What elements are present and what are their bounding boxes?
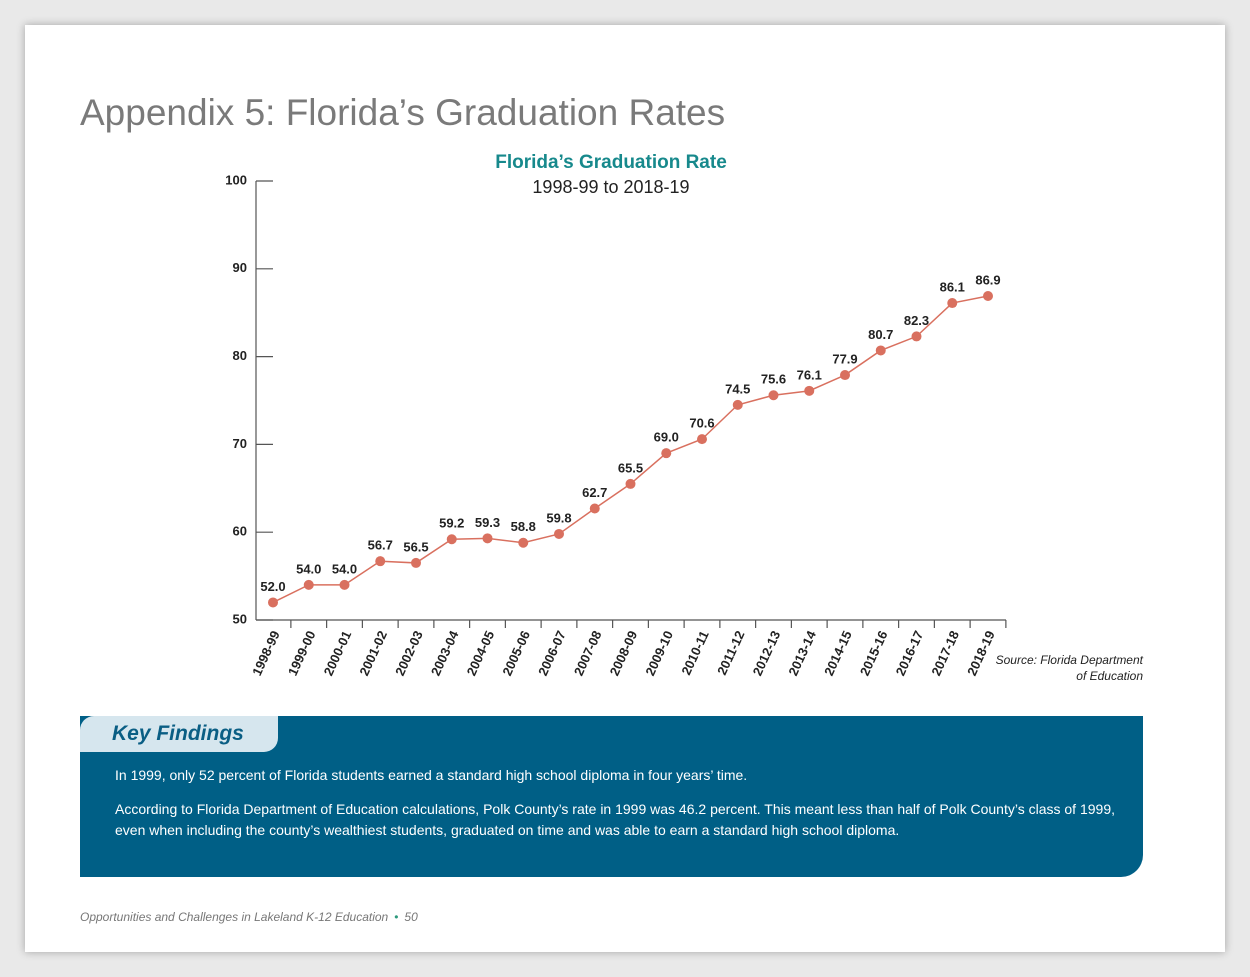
x-tick-label: 2011-12 [714, 628, 747, 677]
x-tick-label: 2005-06 [499, 628, 533, 678]
point [446, 534, 457, 545]
x-tick-label: 2012-13 [750, 628, 784, 678]
point [589, 503, 600, 514]
data-label: 59.8 [546, 510, 571, 525]
data-label: 54.0 [332, 561, 357, 576]
key-findings-heading: Key Findings [80, 716, 278, 752]
data-label: 59.2 [439, 516, 464, 531]
data-label: 62.7 [582, 485, 607, 500]
data-label: 52.0 [260, 579, 285, 594]
x-tick-label: 1998-99 [249, 628, 283, 678]
point [947, 298, 958, 309]
footer: Opportunities and Challenges in Lakeland… [80, 910, 418, 924]
data-label: 59.3 [475, 515, 500, 530]
separator: • [394, 910, 399, 924]
page-number: 50 [404, 910, 418, 924]
point [411, 557, 421, 568]
y-tick-label: 100 [225, 172, 247, 187]
point [375, 556, 386, 567]
point [840, 370, 850, 381]
source: Source: Florida Department [996, 653, 1144, 667]
x-tick-label: 1999-00 [285, 628, 319, 678]
data-label: 65.5 [618, 460, 643, 475]
point [554, 528, 564, 539]
y-tick-label: 70 [233, 436, 247, 451]
paragraph: In 1999, only 52 percent of Florida stud… [115, 767, 748, 783]
x-tick-label: 2009-10 [642, 628, 676, 678]
point [625, 478, 636, 489]
data-label: 56.5 [403, 539, 428, 554]
point [518, 537, 529, 548]
x-tick-label: 2013-14 [785, 628, 819, 678]
point [339, 579, 350, 590]
source: of Education [1076, 669, 1143, 683]
data-label: 54.0 [296, 561, 321, 576]
data-label: 82.3 [904, 313, 929, 328]
data-label: 58.8 [511, 519, 536, 534]
x-tick-label: 2003-04 [428, 628, 462, 678]
x-tick-label: 2018-19 [964, 628, 998, 678]
data-label: 74.5 [725, 381, 750, 396]
x-tick-label: 2004-05 [464, 628, 498, 678]
x-tick-label: 2010-11 [678, 628, 711, 677]
point [804, 385, 815, 396]
point [482, 533, 493, 544]
y-tick-label: 80 [233, 348, 247, 363]
x-tick-label: 2001-02 [356, 628, 390, 678]
data-label: 86.9 [975, 272, 1000, 287]
x-tick-label: 2006-07 [535, 628, 569, 678]
data-label: 76.1 [797, 367, 822, 382]
point [875, 345, 886, 356]
page-title: Appendix 5: Florida’s Graduation Rates [80, 92, 726, 133]
data-label: 70.6 [689, 416, 714, 431]
data-label: 80.7 [868, 327, 893, 342]
y-tick-label: 90 [233, 260, 247, 275]
paragraph: According to Florida Department of Educa… [115, 801, 1115, 838]
data-label: 75.6 [761, 372, 786, 387]
chart-title: Florida’s Graduation Rate [495, 152, 727, 173]
y-tick-label: 60 [233, 524, 247, 539]
data-label: 86.1 [940, 279, 965, 294]
point [732, 399, 743, 410]
x-tick-label: 2014-15 [821, 628, 855, 678]
point [911, 331, 922, 342]
x-tick-label: 2017-18 [928, 628, 962, 678]
x-tick-label: 2016-17 [893, 628, 927, 678]
x-tick-label: 2008-09 [607, 628, 641, 678]
x-tick-label: 2007-08 [571, 628, 605, 678]
point [768, 390, 779, 401]
point [303, 579, 314, 590]
x-tick-label: 2002-03 [392, 628, 426, 678]
data-label: 77.9 [832, 351, 857, 366]
data-label: 69.0 [654, 430, 679, 445]
y-tick-label: 50 [233, 611, 247, 626]
x-tick-label: 2000-01 [321, 628, 355, 678]
point [268, 597, 278, 608]
point [983, 291, 993, 302]
x-tick-label: 2015-16 [857, 628, 891, 678]
footer-text: Opportunities and Challenges in Lakeland… [80, 910, 389, 924]
point [661, 448, 672, 459]
data-label: 56.7 [368, 538, 393, 553]
point [697, 434, 707, 445]
chart-subtitle: 1998-99 to 2018-19 [532, 177, 689, 197]
